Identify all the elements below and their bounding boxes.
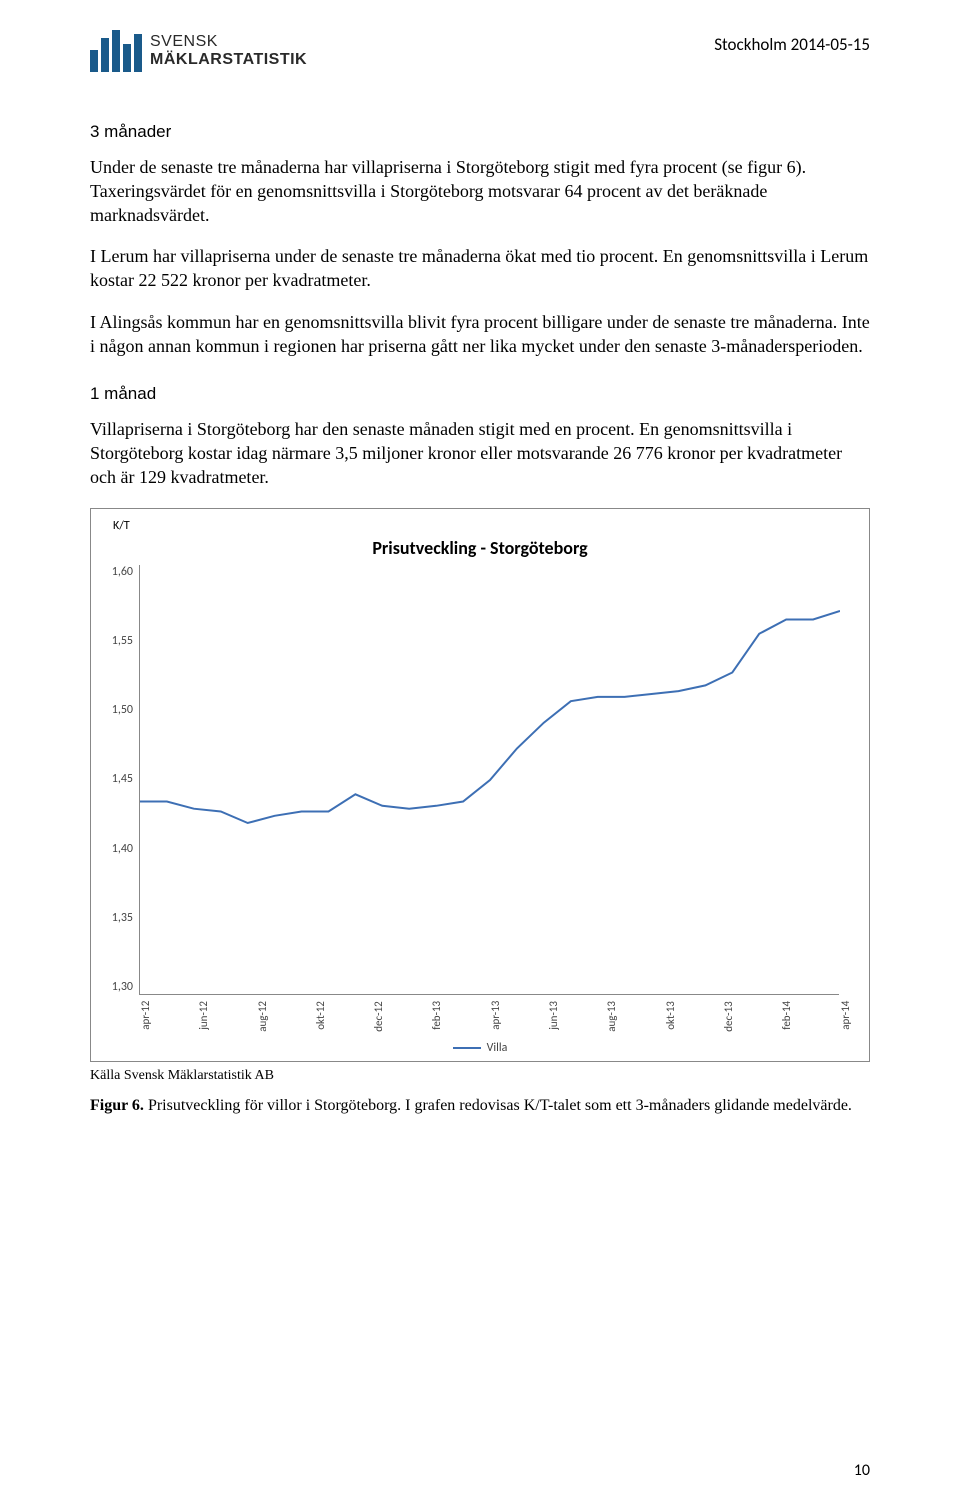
- x-tick: apr-12: [139, 1001, 197, 1032]
- y-tick: 1,50: [103, 703, 133, 717]
- paragraph: I Alingsås kommun har en genomsnittsvill…: [90, 311, 870, 359]
- x-tick: feb-14: [780, 1001, 838, 1032]
- plot-area: [139, 565, 839, 995]
- x-tick: jun-13: [547, 1001, 605, 1032]
- x-tick: okt-13: [664, 1001, 722, 1032]
- x-tick: apr-13: [489, 1001, 547, 1032]
- logo-text: SVENSK MÄKLARSTATISTIK: [150, 33, 307, 68]
- logo-bars-icon: [90, 30, 142, 72]
- x-tick: aug-13: [605, 1001, 663, 1032]
- x-tick: apr-14: [839, 1001, 852, 1032]
- y-tick: 1,40: [103, 842, 133, 856]
- x-tick: okt-12: [314, 1001, 372, 1032]
- y-tick: 1,30: [103, 980, 133, 994]
- logo: SVENSK MÄKLARSTATISTIK: [90, 30, 307, 72]
- figure-caption: Figur 6. Prisutveckling för villor i Sto…: [90, 1096, 870, 1117]
- heading-3-months: 3 månader: [90, 122, 870, 142]
- plot-row: 1,60 1,55 1,50 1,45 1,40 1,35 1,30: [103, 565, 857, 995]
- paragraph: Under de senaste tre månaderna har villa…: [90, 156, 870, 227]
- y-tick: 1,55: [103, 634, 133, 648]
- price-chart: K/T Prisutveckling - Storgöteborg 1,60 1…: [90, 508, 870, 1063]
- x-tick: jun-12: [197, 1001, 255, 1032]
- chart-title: Prisutveckling - Storgöteborg: [103, 537, 857, 559]
- paragraph: Villapriserna i Storgöteborg har den sen…: [90, 418, 870, 489]
- y-tick: 1,35: [103, 911, 133, 925]
- logo-bar: [90, 50, 98, 72]
- x-tick: dec-12: [372, 1001, 430, 1032]
- logo-bar: [101, 38, 109, 72]
- page-header: SVENSK MÄKLARSTATISTIK Stockholm 2014-05…: [90, 30, 870, 72]
- figure-caption-text: Prisutveckling för villor i Storgöteborg…: [144, 1097, 852, 1114]
- logo-word-2: MÄKLARSTATISTIK: [150, 51, 307, 69]
- y-axis-unit: K/T: [113, 519, 857, 533]
- x-axis-labels: apr-12 jun-12 aug-12 okt-12 dec-12 feb-1…: [139, 1001, 857, 1032]
- page-number: 10: [854, 1461, 870, 1480]
- chart-legend: Villa: [103, 1041, 857, 1055]
- y-tick: 1,45: [103, 772, 133, 786]
- line-chart-svg: [140, 565, 840, 995]
- logo-bar: [134, 34, 142, 72]
- header-date: Stockholm 2014-05-15: [714, 34, 870, 55]
- logo-bar: [123, 44, 131, 72]
- legend-label: Villa: [487, 1041, 508, 1055]
- y-axis-labels: 1,60 1,55 1,50 1,45 1,40 1,35 1,30: [103, 565, 139, 995]
- heading-1-month: 1 månad: [90, 384, 870, 404]
- logo-bar: [112, 30, 120, 72]
- figure-number: Figur 6.: [90, 1097, 144, 1114]
- x-tick: aug-12: [256, 1001, 314, 1032]
- y-tick: 1,60: [103, 565, 133, 579]
- chart-source: Källa Svensk Mäklarstatistik AB: [90, 1068, 870, 1084]
- legend-swatch: [453, 1047, 481, 1049]
- logo-word-1: SVENSK: [150, 33, 307, 51]
- x-tick: feb-13: [430, 1001, 488, 1032]
- x-tick: dec-13: [722, 1001, 780, 1032]
- paragraph: I Lerum har villapriserna under de senas…: [90, 245, 870, 293]
